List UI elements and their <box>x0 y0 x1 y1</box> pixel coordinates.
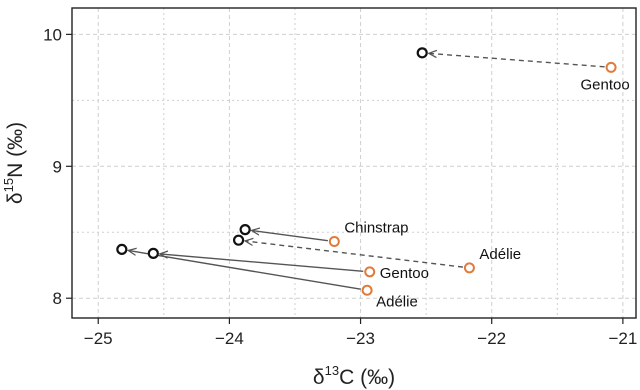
end-point <box>116 243 128 256</box>
shift-arrow <box>252 230 328 242</box>
y-tick-label: 10 <box>43 25 62 44</box>
y-tick-label: 8 <box>53 289 62 308</box>
shift-arrow <box>429 53 605 68</box>
point-label: Chinstrap <box>344 219 408 236</box>
x-tick-label: −25 <box>84 329 113 348</box>
point-label: Adélie <box>376 293 418 310</box>
start-point <box>463 262 475 274</box>
gridlines <box>72 8 636 318</box>
axis-ticks: −25 −24 −23 −22 −21 8 9 10 <box>43 25 637 348</box>
start-point <box>605 61 617 73</box>
x-tick-label: −23 <box>346 329 375 348</box>
y-tick-label: 9 <box>53 157 62 176</box>
end-point <box>232 234 245 246</box>
arrows <box>128 53 605 290</box>
x-tick-label: −24 <box>215 329 244 348</box>
start-point <box>364 266 376 278</box>
points <box>116 47 617 296</box>
point-labels: Gentoo Chinstrap Adélie Gentoo Adélie <box>344 76 629 310</box>
shift-arrow <box>128 250 361 290</box>
shift-arrow <box>245 241 464 268</box>
start-point <box>328 235 340 247</box>
end-point <box>239 224 251 236</box>
x-tick-label: −22 <box>477 329 506 348</box>
x-tick-label: −21 <box>608 329 637 348</box>
point-label: Gentoo <box>380 265 429 282</box>
point-label: Gentoo <box>580 76 629 93</box>
shift-arrow <box>160 254 364 272</box>
end-point <box>416 47 428 59</box>
start-point <box>361 284 373 296</box>
point-label: Adélie <box>479 246 521 263</box>
y-axis-label: δ15N (‰) <box>1 122 27 204</box>
x-axis-label: δ13C (‰) <box>313 363 395 389</box>
end-point <box>147 247 159 259</box>
plot-area <box>71 7 637 319</box>
